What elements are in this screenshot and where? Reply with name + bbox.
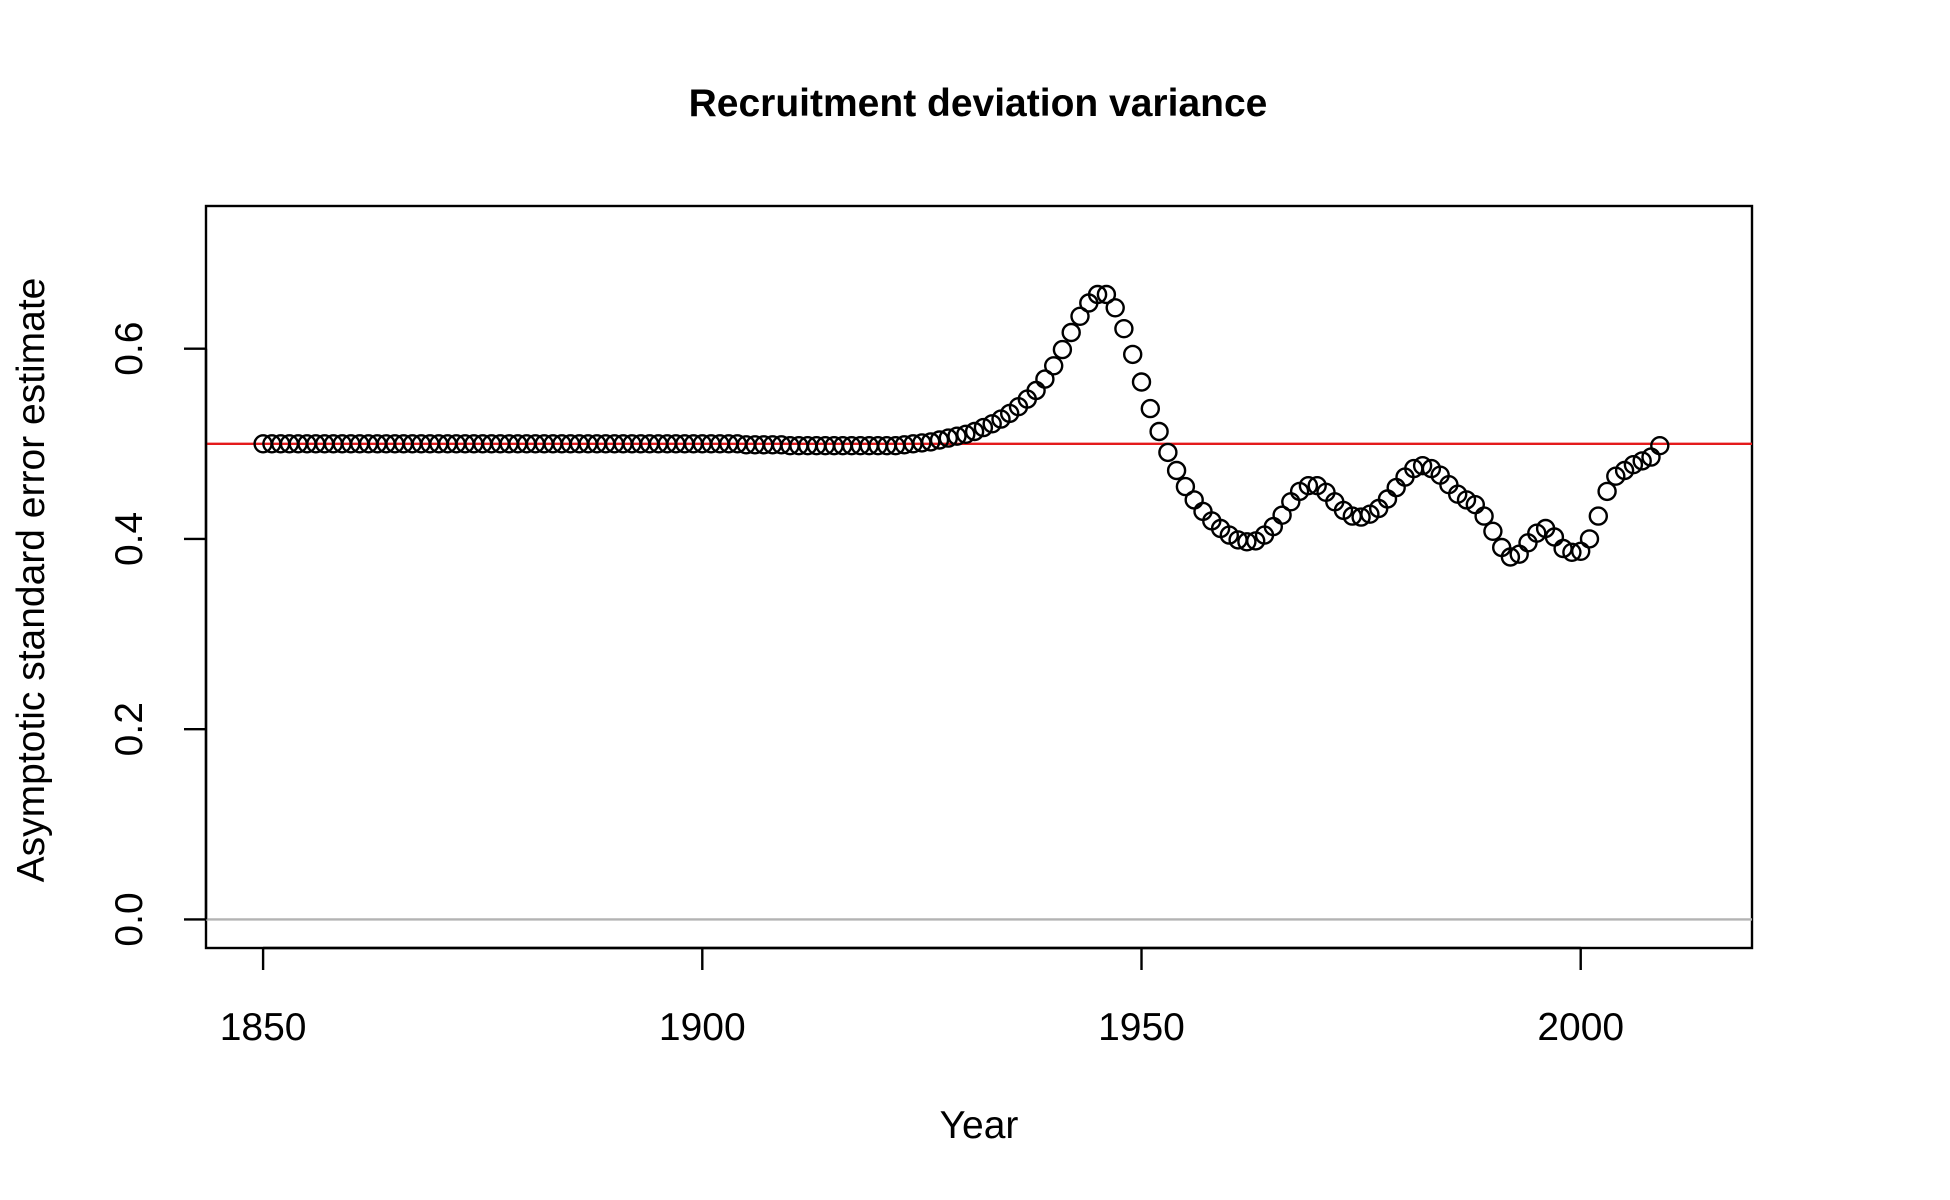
x-tick-label-1850: 1850 <box>220 1006 307 1049</box>
data-point-1940 <box>1043 356 1064 376</box>
data-point-1952 <box>1149 421 1169 442</box>
data-point-1966 <box>1272 505 1292 525</box>
data-point-1941 <box>1052 339 1073 360</box>
data-point-1950 <box>1131 372 1152 392</box>
data-points <box>253 284 1670 567</box>
data-point-1939 <box>1035 369 1055 389</box>
data-point-1967 <box>1281 492 1301 512</box>
chart-title: Recruitment deviation variance <box>689 82 1268 125</box>
x-axis-label: Year <box>940 1104 1019 1147</box>
data-point-1942 <box>1061 322 1081 343</box>
x-tick-label-1900: 1900 <box>659 1006 746 1049</box>
data-point-1926 <box>921 432 941 452</box>
data-point-1979 <box>1386 477 1406 498</box>
x-axis: 1850 1900 1950 2000 Year <box>220 946 1624 1147</box>
data-point-1932 <box>973 417 994 438</box>
data-point-1947 <box>1105 298 1125 318</box>
data-point-2002 <box>1588 506 1609 526</box>
data-point-2007 <box>1632 451 1652 471</box>
data-point-1945 <box>1087 284 1108 305</box>
data-point-1953 <box>1158 442 1178 463</box>
y-axis: 0.0 0.2 0.4 0.6 Asymptotic standard erro… <box>10 278 208 947</box>
data-point-1989 <box>1474 506 1494 526</box>
data-point-1930 <box>956 424 976 444</box>
y-axis-label: Asymptotic standard error estimate <box>10 278 53 883</box>
data-point-1975 <box>1351 507 1371 527</box>
data-point-1931 <box>964 421 985 442</box>
data-point-1928 <box>938 428 958 448</box>
data-point-1992 <box>1500 547 1521 567</box>
y-tick-label-0.6: 0.6 <box>108 322 151 376</box>
data-point-1956 <box>1184 490 1204 510</box>
data-point-1990 <box>1483 521 1503 541</box>
x-tick-label-2000: 2000 <box>1537 1006 1624 1049</box>
data-point-1948 <box>1114 319 1134 339</box>
data-point-1949 <box>1122 344 1143 365</box>
data-point-1927 <box>929 430 950 450</box>
data-point-1946 <box>1096 284 1117 305</box>
data-point-1962 <box>1237 532 1257 552</box>
data-point-2009 <box>1650 436 1670 456</box>
data-point-1999 <box>1562 542 1582 562</box>
y-tick-label-0.2: 0.2 <box>108 702 151 756</box>
data-point-1954 <box>1166 460 1187 481</box>
data-point-1951 <box>1140 398 1161 419</box>
y-tick-label-0.4: 0.4 <box>108 512 151 566</box>
data-point-1969 <box>1298 476 1319 496</box>
y-tick-label-0.0: 0.0 <box>108 892 151 946</box>
data-point-2006 <box>1623 455 1644 475</box>
x-tick-label-1950: 1950 <box>1098 1006 1185 1049</box>
data-point-2003 <box>1597 481 1617 502</box>
plot-frame <box>204 204 1754 950</box>
data-point-1955 <box>1175 476 1196 497</box>
data-point-1943 <box>1070 306 1090 326</box>
data-point-1982 <box>1412 456 1433 476</box>
data-point-1929 <box>947 426 967 446</box>
data-point-2001 <box>1579 529 1600 549</box>
